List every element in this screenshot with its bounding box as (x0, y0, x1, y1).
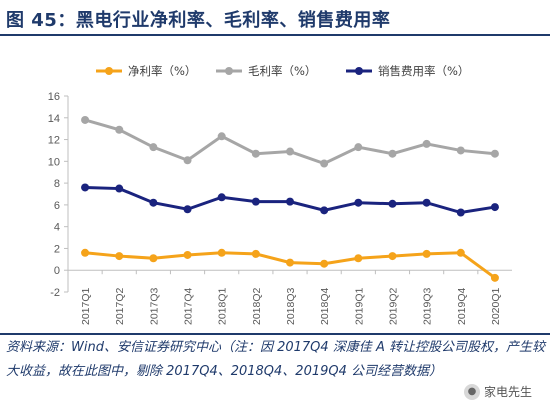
data-point (422, 198, 431, 207)
y-tick-label: 0 (54, 265, 60, 277)
data-point (388, 199, 397, 208)
data-point (183, 205, 192, 214)
y-tick-label: 2 (54, 243, 60, 255)
data-point (115, 184, 124, 193)
data-point (251, 149, 260, 158)
legend-item: 销售费用率（%） (346, 64, 469, 78)
legend-swatch-marker (225, 67, 233, 75)
data-point (286, 147, 294, 156)
title-rule (0, 34, 550, 36)
data-point (456, 146, 465, 155)
data-point (81, 248, 90, 257)
x-axis: 2017Q1 2017Q2 2017Q3 2017Q4 2018Q1 2018Q2 2018… (67, 269, 512, 325)
x-tick-label: 2018Q2 (251, 287, 263, 325)
figure-title: 图 45：黑电行业净利率、毛利率、销售费用率 (6, 10, 391, 31)
series-1 (81, 115, 499, 168)
y-tick-label: 10 (48, 156, 60, 168)
data-point (217, 193, 226, 202)
line-chart: 净利率（%） 毛利率（%） 销售费用率（%） -2 0 2 4 6 8 10 12 14 16 201… (48, 64, 512, 325)
series-2 (81, 183, 499, 217)
data-point (183, 250, 192, 259)
series-0 (81, 248, 499, 282)
legend-item: 毛利率（%） (216, 64, 316, 78)
x-tick-label: 2020Q1 (490, 287, 502, 325)
data-point (490, 203, 499, 212)
chart-legend: 净利率（%） 毛利率（%） 销售费用率（%） (96, 64, 469, 78)
watermark-text: 家电先生 (483, 385, 532, 399)
data-point (115, 125, 124, 134)
series-line (84, 118, 496, 166)
legend-item: 净利率（%） (96, 64, 196, 78)
data-point (320, 206, 329, 215)
series-layer (81, 115, 499, 282)
data-point (320, 259, 329, 268)
data-point (456, 208, 465, 217)
data-point (490, 149, 499, 158)
data-point (115, 252, 124, 261)
y-tick-label: 16 (48, 91, 60, 103)
legend-swatch-marker (105, 67, 113, 75)
y-tick-label: 14 (48, 113, 60, 125)
data-point (183, 156, 192, 165)
legend-swatch-marker (355, 67, 363, 75)
data-point (422, 139, 431, 148)
data-point (354, 198, 363, 207)
data-point (149, 198, 158, 207)
y-axis: -2 0 2 4 6 8 10 12 14 16 (48, 91, 69, 299)
data-point (388, 252, 397, 261)
y-tick-label: -2 (50, 287, 60, 299)
watermark: ● 家电先生 (463, 383, 532, 400)
data-point (81, 183, 90, 192)
x-tick-label: 2019Q1 (353, 287, 365, 325)
data-point (81, 115, 90, 124)
data-point (490, 273, 499, 282)
data-point (354, 254, 363, 263)
data-point (388, 149, 397, 158)
y-tick-label: 12 (48, 135, 60, 147)
x-tick-label: 2018Q3 (285, 287, 297, 325)
legend-label: 销售费用率（%） (378, 64, 469, 78)
data-point (217, 248, 226, 257)
y-tick-label: 4 (54, 222, 60, 234)
data-point (354, 143, 363, 152)
data-point (251, 249, 260, 258)
x-tick-label: 2019Q4 (456, 287, 468, 325)
data-point (286, 197, 294, 206)
x-tick-label: 2018Q1 (217, 287, 229, 325)
source-note: 资料来源：Wind、安信证券研究中心（注：因 2017Q4 深康佳 A 转让控股… (6, 340, 545, 379)
legend-label: 净利率（%） (128, 64, 196, 78)
data-point (149, 143, 158, 152)
data-point (320, 159, 329, 168)
x-tick-label: 2018Q4 (319, 287, 331, 325)
x-tick-label: 2017Q2 (114, 287, 126, 325)
data-point (286, 258, 294, 267)
y-tick-label: 6 (54, 200, 60, 212)
data-point (456, 248, 465, 257)
wechat-icon: ● (463, 383, 480, 400)
x-tick-label: 2019Q2 (387, 287, 399, 325)
data-point (149, 254, 158, 263)
y-tick-label: 8 (54, 178, 60, 190)
data-point (217, 132, 226, 141)
x-tick-label: 2019Q3 (422, 287, 434, 325)
x-tick-label: 2017Q3 (148, 287, 160, 325)
x-tick-label: 2017Q1 (80, 287, 92, 325)
x-tick-label: 2017Q4 (183, 287, 195, 325)
legend-label: 毛利率（%） (248, 64, 316, 78)
data-point (251, 197, 260, 206)
data-point (422, 249, 431, 258)
source-rule (0, 333, 550, 335)
